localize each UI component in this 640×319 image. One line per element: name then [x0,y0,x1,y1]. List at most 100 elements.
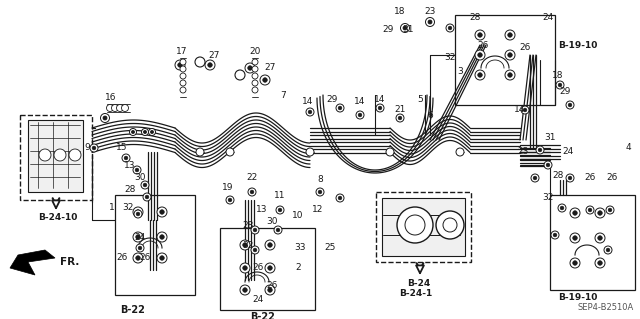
Circle shape [103,116,107,120]
Circle shape [268,288,272,292]
Circle shape [595,233,605,243]
Circle shape [253,228,257,232]
Circle shape [136,256,140,260]
Circle shape [426,18,435,26]
Text: 14: 14 [374,95,386,105]
Text: B-19-10: B-19-10 [558,293,597,302]
Circle shape [196,148,204,156]
Circle shape [456,148,464,156]
Circle shape [521,106,529,114]
Circle shape [378,106,382,110]
Text: 14: 14 [515,106,525,115]
Circle shape [228,198,232,202]
Text: 26: 26 [116,254,128,263]
Circle shape [608,208,612,212]
Circle shape [150,130,154,134]
Circle shape [133,232,143,242]
Text: 6: 6 [427,110,433,120]
Circle shape [39,149,51,161]
Circle shape [131,130,134,134]
Circle shape [276,228,280,232]
Text: 27: 27 [208,50,220,60]
Circle shape [252,59,258,65]
Text: 26: 26 [519,43,531,53]
Circle shape [386,148,394,156]
Text: 11: 11 [275,190,285,199]
Text: 31: 31 [403,26,413,34]
Circle shape [568,103,572,107]
Circle shape [148,129,156,136]
Circle shape [405,215,425,235]
Circle shape [122,154,130,162]
Circle shape [136,244,144,252]
Circle shape [134,210,142,218]
Circle shape [573,211,577,215]
Circle shape [508,73,512,77]
Text: 27: 27 [264,63,276,72]
Bar [376,192,471,262]
Text: 28: 28 [243,220,253,229]
Circle shape [318,190,322,194]
Circle shape [143,193,151,201]
Circle shape [508,53,512,57]
Circle shape [475,50,485,60]
Circle shape [250,190,254,194]
Text: B-24-1: B-24-1 [399,288,432,298]
Circle shape [205,60,215,70]
Text: 29: 29 [382,26,394,34]
Circle shape [397,207,433,243]
Circle shape [160,256,164,260]
Circle shape [136,210,140,214]
Circle shape [240,263,250,273]
Text: 26: 26 [266,280,278,290]
Text: 7: 7 [280,91,286,100]
Circle shape [180,73,186,79]
Circle shape [92,146,96,150]
Circle shape [195,57,205,67]
Circle shape [475,30,485,40]
Circle shape [268,266,272,270]
Text: 13: 13 [124,160,136,169]
Circle shape [336,194,344,202]
Text: 3: 3 [457,68,463,77]
Text: 31: 31 [544,133,556,143]
Text: 8: 8 [317,175,323,184]
Circle shape [477,53,483,57]
Circle shape [180,80,186,86]
Circle shape [446,24,454,32]
Text: 2: 2 [295,263,301,272]
Circle shape [248,66,252,70]
Circle shape [157,232,167,242]
Circle shape [508,33,512,37]
Circle shape [208,63,212,67]
Circle shape [306,108,314,116]
Text: B-24-10: B-24-10 [38,213,77,222]
Circle shape [436,211,464,239]
Circle shape [135,168,139,172]
Text: 24: 24 [134,234,146,242]
Circle shape [251,246,259,254]
Circle shape [606,206,614,214]
Text: 28: 28 [469,13,481,23]
Bar [115,195,195,295]
Circle shape [260,75,270,85]
Circle shape [106,105,113,112]
Circle shape [570,233,580,243]
Text: 23: 23 [424,6,436,16]
Circle shape [403,26,407,30]
Circle shape [248,188,256,196]
Circle shape [505,50,515,60]
Circle shape [306,148,314,156]
Text: 24: 24 [252,295,264,305]
Text: 32: 32 [122,204,134,212]
Circle shape [570,258,580,268]
Circle shape [136,212,140,216]
Circle shape [54,149,66,161]
Circle shape [358,113,362,117]
Circle shape [245,63,255,73]
Text: 26: 26 [477,41,489,49]
Circle shape [180,66,186,72]
Circle shape [235,70,245,80]
Circle shape [396,114,404,122]
Text: 10: 10 [292,211,304,219]
